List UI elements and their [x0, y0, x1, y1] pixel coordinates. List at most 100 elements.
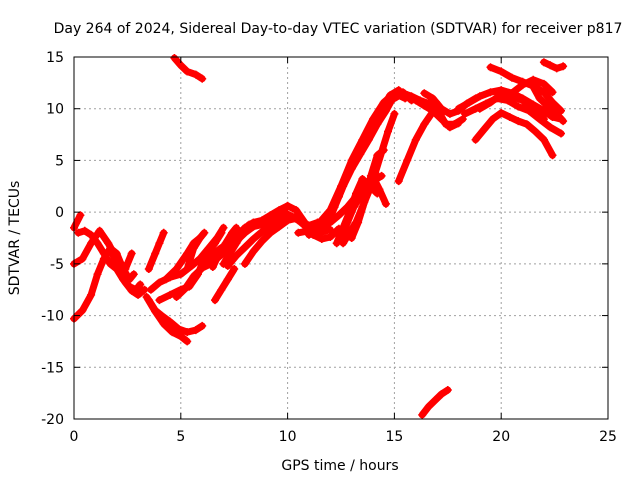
data-point-marker: [315, 222, 324, 231]
y-tick-label: -10: [41, 309, 64, 325]
data-point-marker: [548, 98, 557, 107]
data-point-marker: [114, 265, 123, 273]
data-point-marker: [151, 307, 160, 316]
x-tick-label: 0: [70, 429, 79, 445]
data-point-marker: [317, 235, 326, 243]
data-point-marker: [232, 239, 241, 248]
data-point-marker: [497, 108, 506, 117]
data-point-marker: [535, 94, 544, 103]
data-point-marker: [460, 109, 469, 118]
data-point-marker: [403, 156, 412, 165]
data-point-marker: [548, 151, 557, 160]
data-point-marker: [196, 234, 204, 242]
data-point-marker: [144, 265, 153, 273]
data-point-marker: [215, 249, 224, 258]
data-point-marker: [326, 218, 335, 227]
data-point-marker: [99, 249, 108, 258]
data-point-marker: [266, 211, 275, 220]
x-axis-label: GPS time / hours: [281, 458, 398, 474]
data-point-marker: [240, 259, 249, 268]
data-point-marker: [93, 270, 102, 279]
data-point-marker: [349, 203, 358, 211]
data-point-marker: [108, 249, 117, 258]
data-point-marker: [354, 218, 363, 227]
x-tick-label: 20: [492, 429, 510, 445]
data-point-marker: [507, 89, 516, 98]
data-point-marker: [287, 212, 296, 221]
series-track-32: [403, 91, 463, 132]
data-point-marker: [87, 290, 96, 299]
data-point-marker: [206, 251, 215, 260]
data-point-marker: [191, 326, 200, 335]
data-point-marker: [223, 261, 232, 270]
data-point-marker: [330, 203, 339, 211]
data-point-marker: [471, 135, 480, 144]
data-point-marker: [230, 265, 239, 273]
data-point-marker: [232, 223, 241, 232]
data-point-marker: [76, 211, 85, 220]
data-point-marker: [198, 74, 207, 83]
data-point-marker: [539, 106, 548, 115]
series-track-17: [211, 265, 239, 305]
data-point-marker: [514, 117, 523, 126]
y-axis-label: SDTVAR / TECUs: [7, 181, 23, 296]
data-point-marker: [445, 109, 454, 118]
data-point-marker: [356, 150, 365, 159]
data-point-marker: [559, 117, 568, 126]
data-point-marker: [557, 129, 565, 138]
series-line: [540, 58, 567, 72]
series-track-40: [507, 75, 557, 98]
data-point-marker: [198, 321, 207, 330]
data-point-marker: [377, 171, 386, 180]
data-point-marker: [211, 239, 219, 248]
data-point-marker: [172, 265, 181, 273]
data-point-marker: [339, 239, 348, 248]
data-point-marker: [305, 230, 313, 239]
data-point-marker: [294, 228, 303, 237]
series-track-15: [208, 223, 241, 271]
data-point-marker: [390, 94, 399, 103]
series-line: [472, 109, 556, 159]
data-point-marker: [505, 113, 514, 121]
data-point-marker: [539, 79, 548, 88]
y-tick-label: 0: [55, 205, 64, 221]
data-point-marker: [296, 216, 305, 225]
data-series-layer: [70, 54, 568, 419]
data-point-marker: [127, 249, 136, 258]
data-point-marker: [390, 109, 399, 118]
axes: 0 5 10 15 20 25 15 10 5 0 -5 -10 -15 -20: [41, 50, 617, 445]
series-track-34: [418, 386, 452, 419]
data-point-marker: [403, 91, 412, 100]
data-point-marker: [245, 220, 254, 229]
data-point-marker: [431, 396, 439, 405]
data-point-marker: [420, 89, 429, 98]
series-track-42: [539, 58, 568, 73]
data-point-marker: [379, 146, 388, 155]
data-point-marker: [155, 278, 164, 287]
series-track-27: [337, 173, 390, 242]
data-point-marker: [527, 78, 536, 87]
series-track-13: [183, 228, 209, 273]
data-point-marker: [146, 285, 155, 294]
data-point-marker: [375, 185, 384, 194]
series-line: [211, 265, 238, 304]
series-track-41: [527, 78, 568, 126]
series-track-9: [144, 228, 168, 273]
data-point-marker: [480, 125, 489, 134]
data-point-marker: [189, 244, 198, 253]
data-point-marker: [546, 61, 555, 70]
data-point-marker: [170, 54, 179, 62]
data-point-marker: [539, 135, 548, 144]
series-track-7: [142, 293, 192, 346]
data-point-marker: [394, 177, 403, 186]
data-point-marker: [78, 306, 87, 315]
data-point-marker: [522, 120, 531, 129]
data-point-marker: [258, 227, 266, 236]
data-point-marker: [249, 247, 258, 256]
series-line: [70, 211, 84, 232]
data-point-marker: [95, 226, 104, 235]
data-point-marker: [486, 88, 495, 97]
data-point-marker: [166, 290, 175, 299]
data-point-marker: [539, 88, 548, 97]
